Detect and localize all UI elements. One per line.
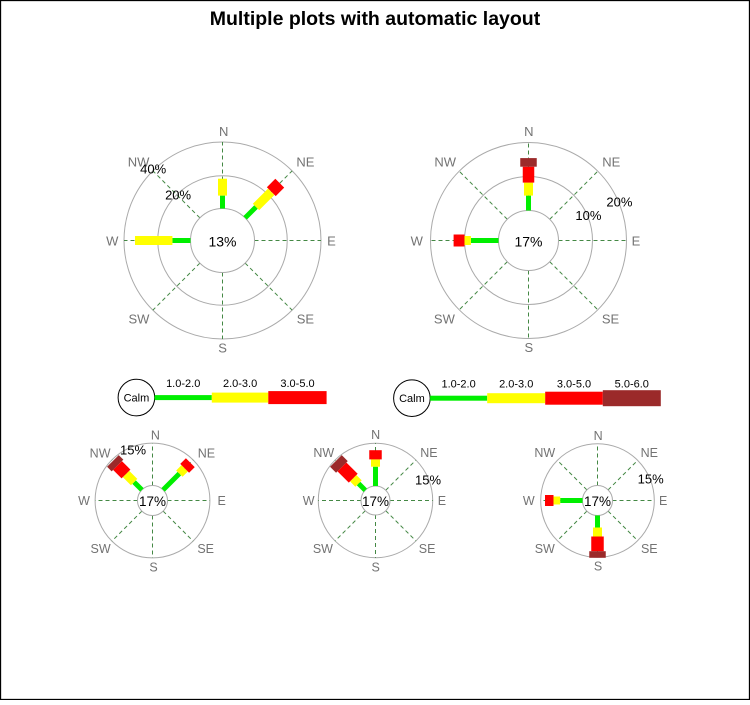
svg-text:NW: NW bbox=[434, 155, 456, 170]
svg-text:3.0-5.0: 3.0-5.0 bbox=[280, 378, 314, 390]
svg-text:S: S bbox=[594, 560, 602, 574]
svg-text:S: S bbox=[524, 340, 533, 355]
svg-text:S: S bbox=[372, 560, 380, 574]
svg-text:SE: SE bbox=[297, 312, 315, 327]
svg-text:N: N bbox=[151, 429, 160, 443]
svg-text:SE: SE bbox=[641, 542, 658, 556]
svg-text:15%: 15% bbox=[638, 472, 664, 487]
svg-text:W: W bbox=[411, 234, 424, 249]
svg-text:NE: NE bbox=[296, 154, 314, 169]
svg-text:20%: 20% bbox=[606, 194, 632, 209]
svg-text:2.0-3.0: 2.0-3.0 bbox=[499, 379, 533, 391]
svg-text:NE: NE bbox=[602, 155, 620, 170]
svg-text:SW: SW bbox=[91, 542, 111, 556]
svg-text:2.0-3.0: 2.0-3.0 bbox=[223, 378, 257, 390]
svg-text:N: N bbox=[219, 124, 228, 139]
svg-text:NW: NW bbox=[534, 446, 555, 460]
svg-text:W: W bbox=[78, 494, 90, 508]
svg-text:SW: SW bbox=[313, 542, 333, 556]
svg-text:Calm: Calm bbox=[124, 393, 150, 405]
svg-text:NE: NE bbox=[198, 447, 215, 461]
svg-text:E: E bbox=[327, 234, 336, 249]
svg-text:E: E bbox=[659, 494, 667, 508]
svg-text:20%: 20% bbox=[165, 187, 191, 202]
svg-text:NW: NW bbox=[128, 155, 150, 170]
svg-text:E: E bbox=[438, 494, 446, 508]
svg-text:NE: NE bbox=[641, 446, 658, 460]
svg-text:W: W bbox=[523, 494, 535, 508]
svg-text:W: W bbox=[106, 234, 119, 249]
svg-text:17%: 17% bbox=[139, 494, 166, 509]
svg-text:15%: 15% bbox=[415, 472, 441, 487]
svg-text:SE: SE bbox=[197, 542, 214, 556]
svg-text:E: E bbox=[218, 494, 226, 508]
svg-text:13%: 13% bbox=[208, 234, 236, 250]
svg-text:15%: 15% bbox=[120, 443, 146, 458]
svg-text:3.0-5.0: 3.0-5.0 bbox=[557, 379, 591, 391]
svg-text:NW: NW bbox=[90, 447, 111, 461]
svg-text:NE: NE bbox=[420, 446, 437, 460]
svg-text:NW: NW bbox=[313, 446, 334, 460]
svg-text:Multiple plots with automatic: Multiple plots with automatic layout bbox=[210, 8, 541, 30]
svg-text:S: S bbox=[218, 341, 227, 356]
svg-text:1.0-2.0: 1.0-2.0 bbox=[166, 378, 200, 390]
svg-text:17%: 17% bbox=[514, 234, 542, 250]
svg-text:SW: SW bbox=[535, 542, 555, 556]
svg-text:SW: SW bbox=[434, 312, 456, 327]
svg-text:N: N bbox=[524, 124, 533, 139]
svg-text:Calm: Calm bbox=[399, 393, 425, 405]
svg-text:N: N bbox=[371, 428, 380, 442]
svg-text:40%: 40% bbox=[140, 162, 166, 177]
svg-text:1.0-2.0: 1.0-2.0 bbox=[441, 379, 475, 391]
svg-text:10%: 10% bbox=[575, 208, 601, 223]
svg-text:SE: SE bbox=[602, 312, 620, 327]
svg-text:SE: SE bbox=[419, 542, 436, 556]
svg-text:S: S bbox=[149, 560, 157, 574]
svg-text:5.0-6.0: 5.0-6.0 bbox=[615, 379, 649, 391]
svg-text:17%: 17% bbox=[584, 494, 611, 509]
svg-text:SW: SW bbox=[129, 312, 151, 327]
svg-text:E: E bbox=[632, 234, 641, 249]
svg-text:W: W bbox=[303, 494, 315, 508]
svg-text:N: N bbox=[594, 429, 603, 443]
svg-text:17%: 17% bbox=[362, 494, 389, 509]
